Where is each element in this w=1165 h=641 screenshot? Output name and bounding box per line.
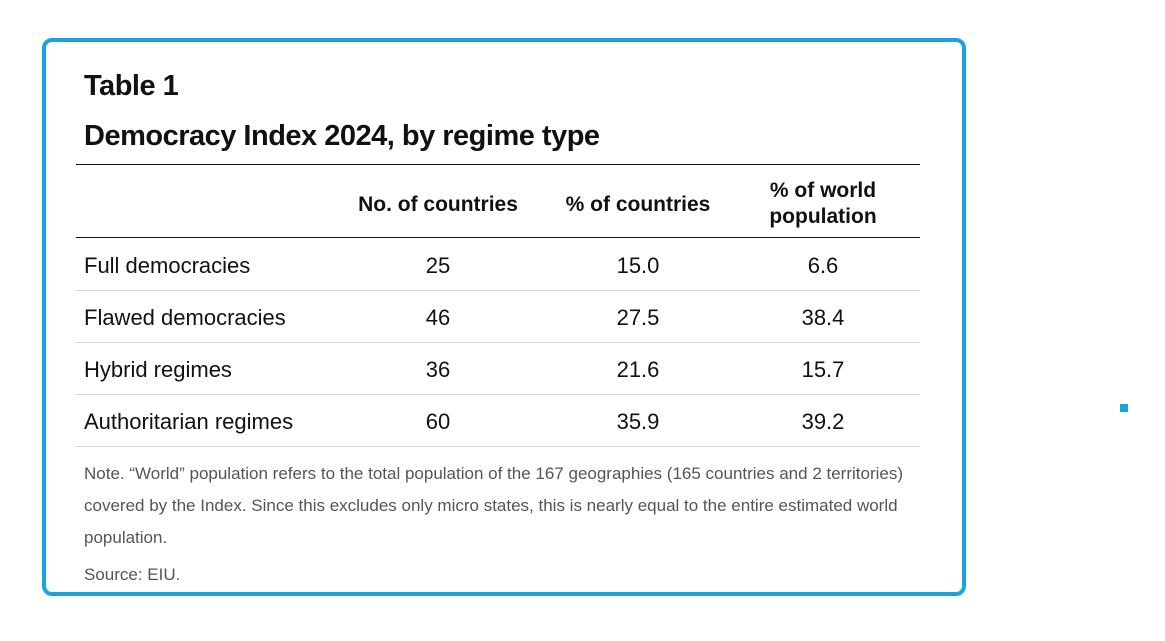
table-card: Table 1 Democracy Index 2024, by regime …: [42, 38, 966, 596]
cell-pct-countries: 35.9: [616, 409, 660, 434]
cell-pct-population: 15.7: [801, 357, 845, 382]
table-row: Full democracies 25 15.0 6.6: [76, 238, 920, 291]
table-source: Source: EIU.: [84, 565, 181, 584]
cell-pct-countries: 15.0: [616, 253, 660, 278]
cell-countries: 46: [425, 305, 451, 330]
column-header-pct-countries: % of countries: [565, 193, 711, 216]
cell-countries: 60: [425, 409, 451, 434]
row-label: Hybrid regimes: [84, 357, 232, 382]
decorative-square: [1120, 404, 1128, 412]
cell-pct-population: 39.2: [801, 409, 845, 434]
table-row: Flawed democracies 46 27.5 38.4: [76, 290, 920, 343]
column-header-countries: No. of countries: [358, 193, 518, 216]
column-header-pct-population-line1: % of world: [769, 179, 877, 202]
table-label: Table 1: [84, 70, 179, 102]
cell-pct-population: 6.6: [807, 253, 839, 278]
cell-pct-countries: 27.5: [616, 305, 660, 330]
column-header-pct-population-line2: population: [769, 205, 877, 228]
column-header-pct-population: % of world population: [738, 178, 908, 230]
table-header-rule: [76, 237, 920, 238]
cell-pct-population: 38.4: [801, 305, 845, 330]
table-top-rule: [76, 164, 920, 165]
table-title: Democracy Index 2024, by regime type: [84, 120, 600, 152]
row-label: Flawed democracies: [84, 305, 286, 330]
cell-countries: 36: [425, 357, 451, 382]
table-row: Hybrid regimes 36 21.6 15.7: [76, 342, 920, 395]
row-label: Full democracies: [84, 253, 251, 278]
row-label: Authoritarian regimes: [84, 409, 294, 434]
table-row: Authoritarian regimes 60 35.9 39.2: [76, 394, 920, 447]
cell-pct-countries: 21.6: [616, 357, 660, 382]
table-note: Note. “World” population refers to the t…: [84, 464, 904, 547]
cell-countries: 25: [425, 253, 451, 278]
